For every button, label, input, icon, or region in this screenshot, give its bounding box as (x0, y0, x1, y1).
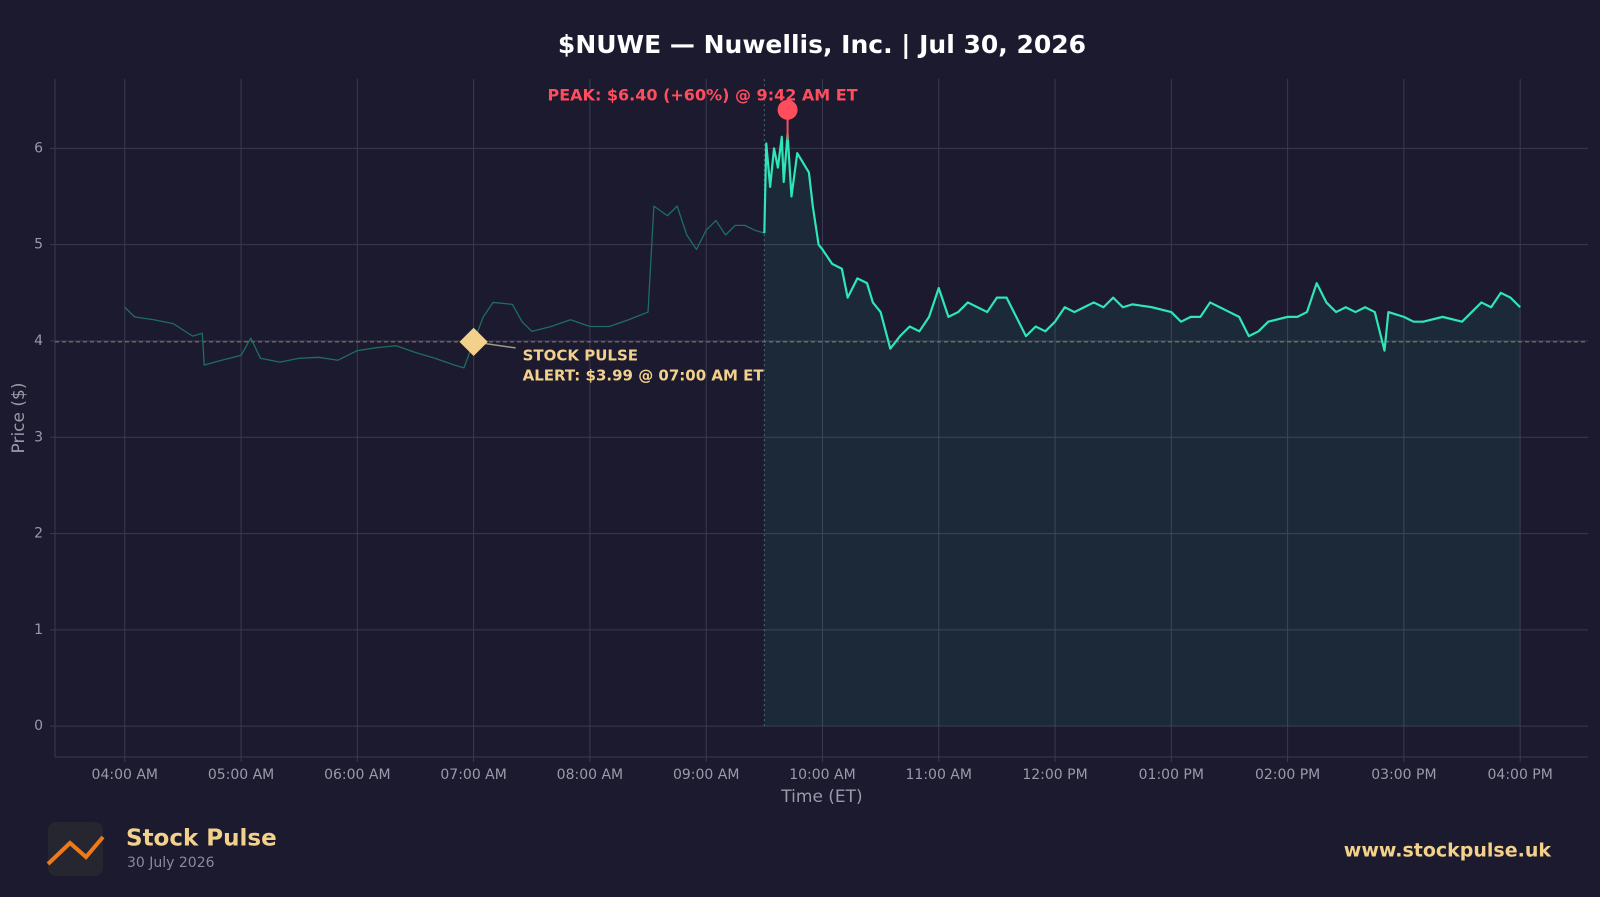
website: www.stockpulse.uk (1344, 840, 1552, 862)
x-axis-label: Time (ET) (780, 787, 862, 807)
x-tick-label: 03:00 PM (1371, 767, 1436, 783)
brand-name: Stock Pulse (126, 826, 277, 852)
y-tick-label: 6 (34, 140, 43, 156)
y-tick-label: 3 (34, 429, 43, 445)
area-fill (764, 133, 1521, 727)
alert-label: ALERT: $3.99 @ 07:00 AM ET (523, 366, 765, 384)
alert-label: STOCK PULSE (523, 346, 638, 364)
y-tick-label: 2 (34, 526, 43, 542)
x-tick-label: 02:00 PM (1255, 767, 1320, 783)
logo-mark (46, 835, 105, 866)
y-tick-label: 0 (34, 718, 43, 734)
x-tick-label: 11:00 AM (906, 767, 972, 783)
y-tick-label: 1 (34, 622, 43, 638)
x-tick-label: 09:00 AM (673, 767, 739, 783)
brand-date: 30 July 2026 (127, 855, 215, 871)
price-line (124, 205, 765, 369)
logo (46, 822, 105, 876)
alert-marker (459, 327, 488, 357)
y-tick-label: 5 (34, 237, 43, 253)
x-tick-label: 08:00 AM (557, 767, 623, 783)
x-tick-label: 12:00 PM (1022, 767, 1087, 783)
y-tick-label: 4 (34, 333, 43, 349)
x-tick-label: 05:00 AM (208, 767, 274, 783)
x-tick-label: 04:00 AM (92, 767, 158, 783)
chart-title: $NUWE — Nuwellis, Inc. | Jul 30, 2026 (558, 30, 1086, 59)
x-tick-label: 01:00 PM (1139, 767, 1204, 783)
x-tick-label: 10:00 AM (789, 767, 855, 783)
peak-marker (777, 99, 798, 120)
x-tick-label: 07:00 AM (440, 767, 506, 783)
y-axis-label: Price ($) (9, 383, 29, 454)
price-line (763, 132, 1521, 352)
x-tick-label: 06:00 AM (324, 767, 390, 783)
x-tick-label: 04:00 PM (1488, 767, 1553, 783)
peak-label: PEAK: $6.40 (+60%) @ 9:42 AM ET (548, 85, 858, 104)
